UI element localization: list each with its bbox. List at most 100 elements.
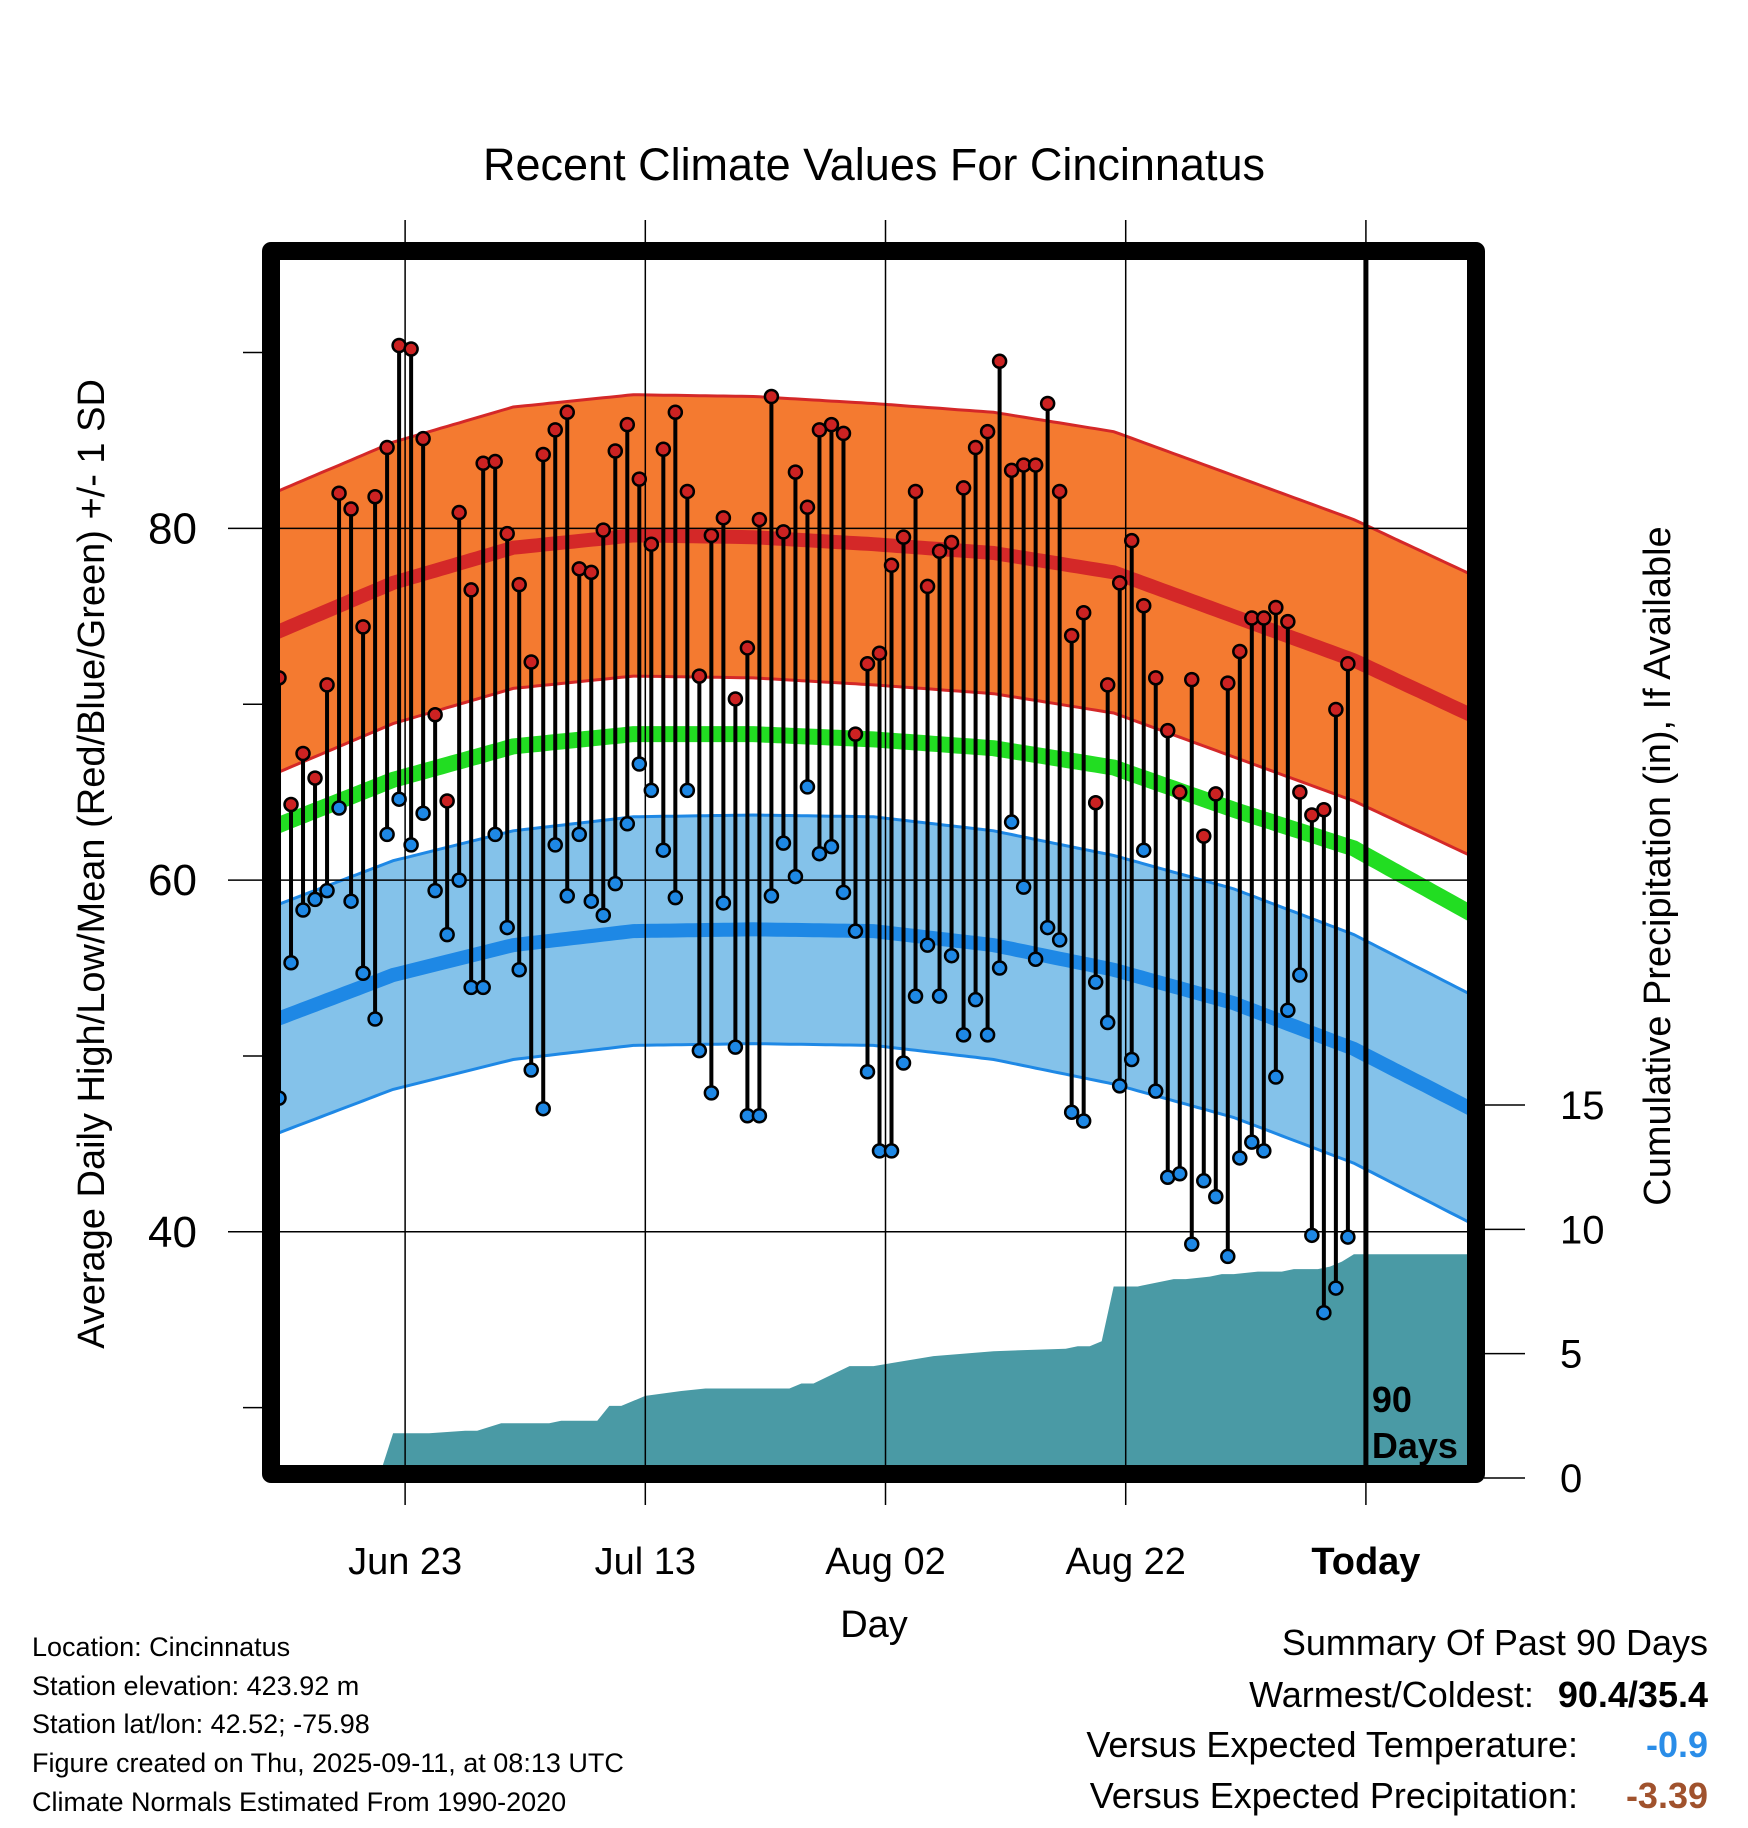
daily-high-point bbox=[583, 564, 600, 581]
daily-high-point bbox=[379, 439, 395, 456]
daily-low-point bbox=[847, 923, 864, 939]
y-tick-label-left: 40 bbox=[148, 1208, 197, 1257]
low-sd-band bbox=[270, 815, 1475, 1225]
daily-low-point bbox=[1280, 1002, 1296, 1018]
footer-elevation: Station elevation: 423.92 m bbox=[32, 1671, 360, 1701]
daily-low-point bbox=[1328, 1280, 1344, 1296]
plot-frame bbox=[262, 242, 1485, 1483]
daily-high-point bbox=[559, 404, 575, 421]
daily-low-point bbox=[919, 937, 936, 953]
daily-low-point bbox=[1111, 1078, 1128, 1094]
daily-low-point bbox=[967, 991, 984, 1008]
daily-low-point bbox=[415, 805, 431, 822]
daily-low-point bbox=[1087, 974, 1104, 990]
y-tick-label-right: 10 bbox=[1560, 1208, 1605, 1252]
daily-high-point bbox=[1232, 643, 1248, 660]
daily-low-point bbox=[811, 845, 828, 862]
daily-low-point bbox=[955, 1027, 972, 1043]
daily-high-point bbox=[427, 707, 443, 723]
daily-low-point bbox=[823, 838, 840, 855]
high-sd-band bbox=[270, 394, 1475, 858]
daily-high-point bbox=[967, 439, 984, 456]
summary-temperature-label: Versus Expected Temperature: bbox=[1086, 1724, 1578, 1765]
daily-high-point bbox=[1099, 677, 1116, 693]
daily-low-point bbox=[439, 926, 455, 943]
low-band-lower-edge bbox=[270, 1042, 1475, 1227]
daily-low-point bbox=[727, 1039, 744, 1055]
daily-low-point bbox=[1304, 1227, 1320, 1244]
daily-low-point bbox=[391, 791, 407, 807]
daily-high-point bbox=[619, 416, 636, 433]
daily-low-point bbox=[475, 979, 491, 996]
daily-low-point bbox=[619, 816, 636, 832]
daily-high-point bbox=[415, 430, 431, 447]
daily-high-point bbox=[1280, 613, 1296, 630]
daily-low-point bbox=[1015, 879, 1032, 895]
daily-high-point bbox=[1135, 597, 1152, 614]
summary-warmest-coldest-value: 90.4/35.4 bbox=[1557, 1674, 1708, 1715]
summary-warmest-coldest-label: Warmest/Coldest: bbox=[1249, 1674, 1534, 1715]
daily-low-point bbox=[379, 826, 395, 843]
daily-low-point bbox=[1135, 842, 1152, 858]
daily-high-point bbox=[1075, 605, 1092, 621]
daily-high-point bbox=[895, 529, 912, 545]
daily-high-point bbox=[739, 640, 756, 656]
daily-high-point bbox=[667, 404, 684, 421]
summary-warmest-coldest: Warmest/Coldest: 90.4/35.4 bbox=[1249, 1674, 1708, 1716]
daily-low-point bbox=[883, 1143, 900, 1159]
daily-low-point bbox=[1268, 1069, 1284, 1085]
footer-latlon: Station lat/lon: 42.52; -75.98 bbox=[32, 1709, 370, 1739]
daily-high-point bbox=[727, 691, 744, 707]
chart-title: Recent Climate Values For Cincinnatus bbox=[483, 139, 1265, 190]
daily-high-point bbox=[1292, 784, 1308, 800]
daily-low-point bbox=[787, 868, 804, 885]
daily-high-point bbox=[1256, 610, 1272, 626]
y-tick-label-right: 5 bbox=[1560, 1333, 1582, 1377]
daily-low-point bbox=[775, 835, 792, 851]
daily-low-point bbox=[607, 875, 624, 892]
daily-low-point bbox=[1244, 1134, 1260, 1150]
daily-high-point bbox=[823, 416, 840, 433]
daily-high-point bbox=[715, 510, 732, 526]
daily-low-point bbox=[859, 1064, 876, 1080]
daily-high-point bbox=[319, 677, 335, 693]
x-tick-label: Jun 23 bbox=[348, 1541, 462, 1583]
daily-low-point bbox=[403, 837, 419, 853]
daily-high-point bbox=[847, 726, 864, 742]
daily-low-point bbox=[931, 988, 948, 1004]
daily-low-point bbox=[1147, 1083, 1164, 1099]
daily-high-point bbox=[787, 464, 804, 480]
daily-high-point bbox=[1268, 599, 1284, 616]
daily-low-point bbox=[715, 895, 732, 911]
daily-high-point bbox=[1172, 784, 1188, 800]
daily-low-point bbox=[559, 888, 575, 904]
daily-high-point bbox=[451, 504, 467, 521]
y-tick-label-left: 80 bbox=[148, 504, 197, 553]
daily-low-point bbox=[367, 1011, 383, 1027]
daily-high-point bbox=[355, 619, 371, 635]
summary-temperature-value: -0.9 bbox=[1645, 1724, 1708, 1765]
daily-high-point bbox=[979, 423, 996, 440]
y-axis-label-left: Average Daily High/Low/Mean (Red/Blue/Gr… bbox=[71, 379, 113, 1349]
summary-precipitation: Versus Expected Precipitation: -3.39 bbox=[1090, 1775, 1708, 1817]
daily-low-point bbox=[1292, 967, 1308, 983]
daily-high-point bbox=[511, 576, 527, 593]
daily-high-point bbox=[523, 654, 539, 670]
daily-low-point bbox=[295, 902, 311, 918]
daily-high-point bbox=[1159, 722, 1176, 739]
daily-high-point bbox=[691, 668, 708, 684]
daily-low-point bbox=[943, 947, 960, 964]
daily-high-point bbox=[535, 446, 551, 463]
daily-high-point bbox=[1111, 575, 1128, 591]
summary-temperature: Versus Expected Temperature: -0.9 bbox=[1086, 1724, 1708, 1766]
footer-created: Figure created on Thu, 2025-09-11, at 08… bbox=[32, 1748, 624, 1778]
daily-high-point bbox=[919, 578, 936, 595]
daily-low-point bbox=[1099, 1014, 1116, 1031]
plot-area: 90 Days Jun 23 Jul 13 Aug 02 Aug 22 Today 40 60 8… bbox=[148, 220, 1605, 1583]
today-label-days: Days bbox=[1372, 1425, 1458, 1466]
daily-low-point bbox=[1196, 1173, 1212, 1189]
daily-high-point bbox=[331, 485, 347, 501]
daily-low-point bbox=[547, 837, 563, 853]
daily-high-point bbox=[1039, 395, 1056, 412]
